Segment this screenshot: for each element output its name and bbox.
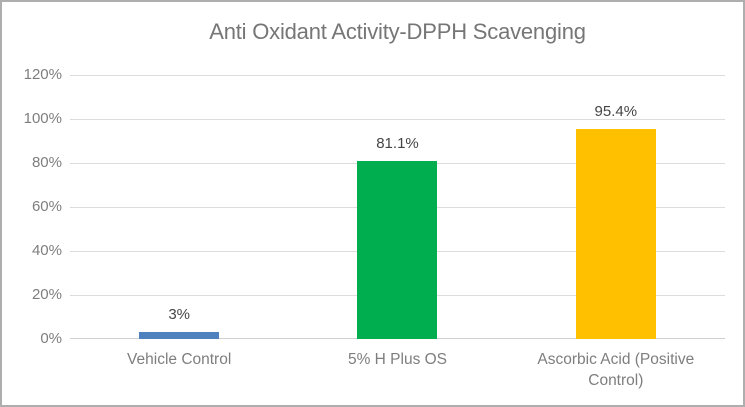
y-tick-label: 0% xyxy=(40,330,62,347)
bar-value-label: 95.4% xyxy=(594,103,638,121)
y-tick-label: 60% xyxy=(31,198,62,215)
bars-layer: 3% 81.1% 95.4% xyxy=(70,75,725,339)
x-axis-category-labels: Vehicle Control 5% H Plus OS Ascorbic Acid… xyxy=(70,349,725,391)
bar-1 xyxy=(357,160,438,339)
bar-2 xyxy=(575,129,656,339)
x-category-label: 5% H Plus OS xyxy=(347,351,448,368)
bar-value-label: 81.1% xyxy=(376,134,419,152)
gridline-120% xyxy=(70,75,725,76)
bar-0 xyxy=(139,332,220,339)
chart-title: Anti Oxidant Activity-DPPH Scavenging xyxy=(209,19,586,44)
y-tick-label: 100% xyxy=(23,110,62,127)
x-category-label: Ascorbic Acid (Positive Control) xyxy=(537,351,695,389)
y-tick-label: 40% xyxy=(31,242,62,259)
bar-group-1: 81.1% xyxy=(288,75,506,339)
plot-area: 3% 81.1% 95.4% xyxy=(70,75,725,339)
bar-value-label: 3% xyxy=(168,306,190,324)
gridline-100% xyxy=(70,119,725,120)
y-tick-label: 120% xyxy=(23,66,62,83)
y-tick-label: 80% xyxy=(31,154,62,171)
bar-group-0: 3% xyxy=(70,75,288,339)
y-tick-label: 20% xyxy=(31,286,62,303)
bar-group-2: 95.4% xyxy=(507,75,725,339)
x-category-label: Vehicle Control xyxy=(127,351,232,368)
